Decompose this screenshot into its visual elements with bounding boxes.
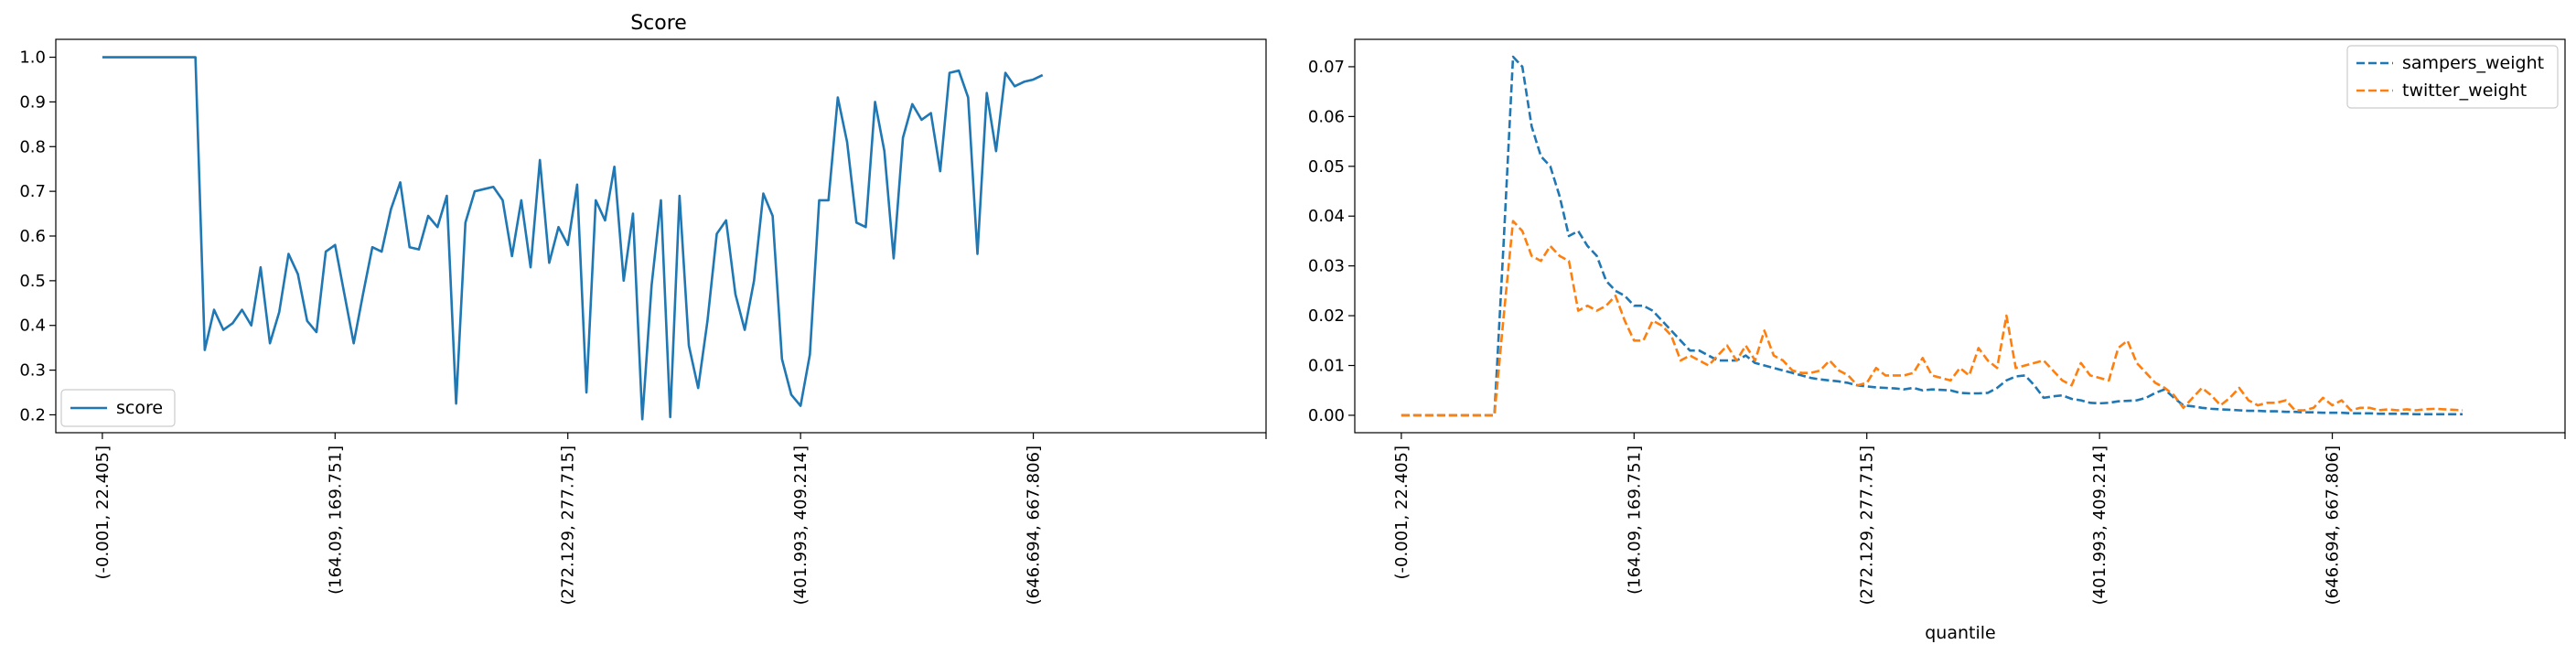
weight-ytick-label: 0.07: [1308, 58, 1345, 77]
score-ytick-label: 0.9: [19, 92, 46, 112]
weight-ytick-label: 0.05: [1308, 157, 1345, 177]
score-ytick-label: 0.5: [19, 272, 46, 291]
weight-legend-box: [2346, 45, 2559, 109]
weight-chart-ticks: 0.00 0.01 0.02 0.03 0.04 0.05 0.06 0.07 (-0.001,…: [1308, 58, 2566, 605]
score-xtick-label: (-0.001, 22.405]: [93, 446, 113, 580]
score-xtick-label: (272.129, 277.715]: [559, 446, 578, 605]
score-ytick-label: 0.2: [19, 405, 46, 424]
weight-chart-series: [1401, 55, 2463, 417]
weight-ytick-label: 0.00: [1308, 406, 1345, 425]
score-ytick-label: 0.6: [19, 227, 46, 246]
weight-xtick-label: (-0.001, 22.405]: [1392, 446, 1411, 580]
score-chart-ticks: 0.2 0.3 0.4 0.5 0.6 0.7 0.8 0.9 1.0 (-0.001, 22.4…: [19, 48, 1267, 605]
weight-chart-legend: sampers_weight twitter_weight: [2346, 45, 2559, 109]
score-chart-legend: score: [60, 389, 176, 427]
weight-chart-frame: [1354, 38, 2566, 434]
score-ytick-label: 0.7: [19, 182, 46, 201]
score-chart-frame: [55, 38, 1267, 434]
score-chart-title: Score: [630, 12, 687, 35]
weight-series-line-1: [1401, 220, 2463, 417]
score-xtick-label: (646.694, 667.806]: [1025, 446, 1044, 605]
weight-series-line-0: [1401, 55, 2463, 417]
weight-ytick-label: 0.03: [1308, 257, 1345, 276]
weight-ytick-label: 0.02: [1308, 306, 1345, 326]
weight-xtick-label: (272.129, 277.715]: [1858, 446, 1877, 605]
score-chart-series: [102, 56, 1044, 421]
score-ytick-label: 0.3: [19, 361, 46, 381]
weight-xtick-label: (164.09, 169.751]: [1625, 446, 1644, 595]
weight-chart: 0.00 0.01 0.02 0.03 0.04 0.05 0.06 0.07 (-0.001,…: [1308, 38, 2566, 643]
score-legend-label: score: [116, 398, 163, 418]
weight-ytick-label: 0.04: [1308, 207, 1345, 226]
sampers-legend-label: sampers_weight: [2402, 53, 2544, 73]
score-xtick-label: (164.09, 169.751]: [326, 446, 345, 595]
weight-chart-xlabel: quantile: [1925, 623, 1995, 643]
score-chart: Score 0.2 0.3 0.4 0.5 0.6 0.7 0.8 0.9 1.0 (-0.001…: [19, 12, 1267, 605]
score-series-line-0: [102, 56, 1044, 421]
weight-ytick-label: 0.06: [1308, 107, 1345, 126]
twitter-legend-label: twitter_weight: [2402, 81, 2527, 101]
weight-xtick-label: (646.694, 667.806]: [2324, 446, 2343, 605]
score-legend-box: [60, 389, 176, 427]
score-xtick-label: (401.993, 409.214]: [791, 446, 810, 605]
weight-xtick-label: (401.993, 409.214]: [2090, 446, 2109, 605]
score-ytick-label: 0.8: [19, 137, 46, 156]
score-ytick-label: 1.0: [19, 48, 46, 68]
score-ytick-label: 0.4: [19, 317, 46, 336]
weight-ytick-label: 0.01: [1308, 357, 1345, 376]
